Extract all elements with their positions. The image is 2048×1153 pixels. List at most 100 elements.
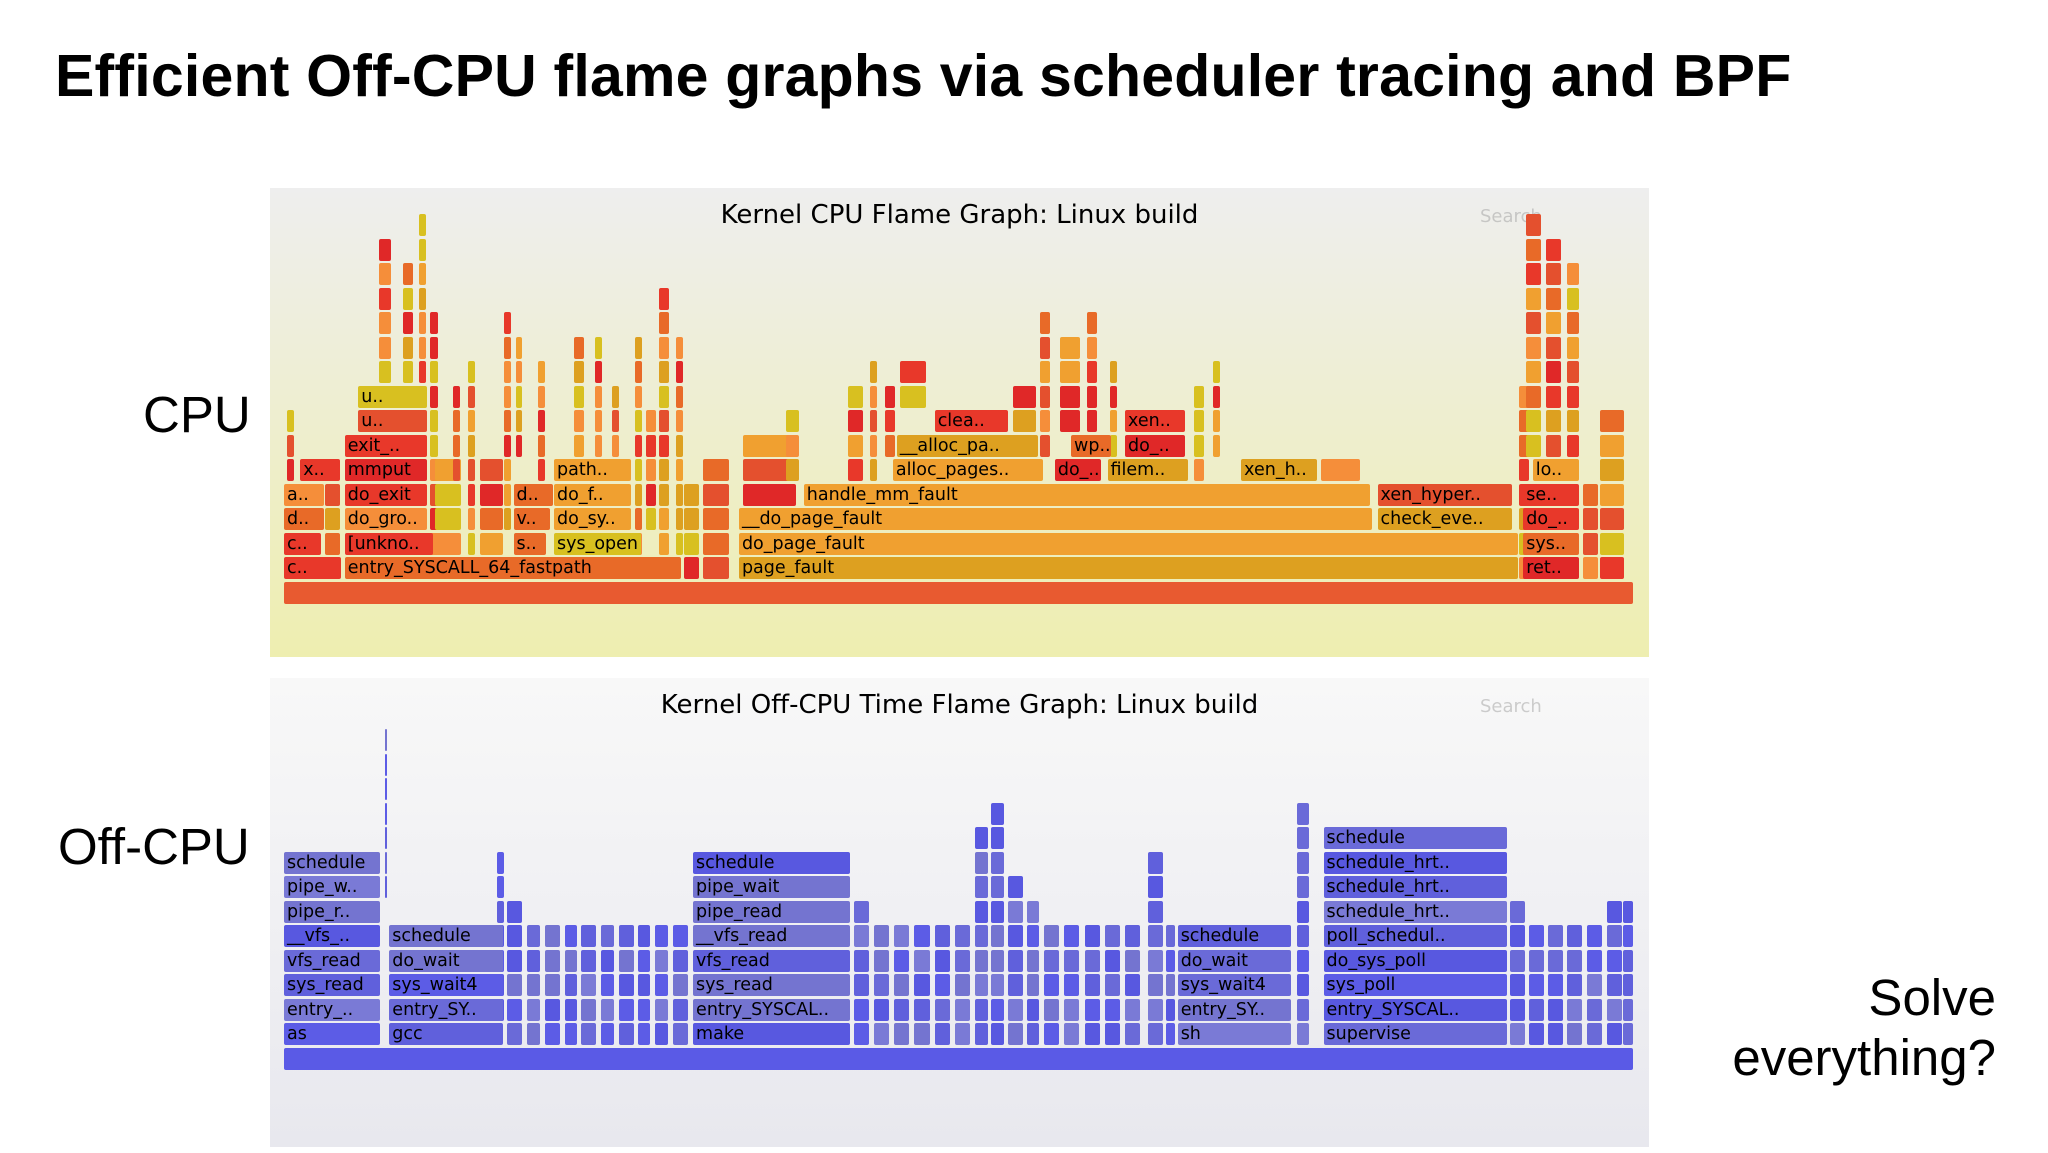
stack-frame[interactable] (954, 949, 971, 972)
stack-frame[interactable] (402, 361, 413, 383)
stack-frame[interactable]: as (284, 1023, 381, 1045)
stack-frame[interactable] (1087, 361, 1098, 383)
stack-frame[interactable] (975, 998, 988, 1021)
stack-frame[interactable] (581, 974, 597, 996)
stack-frame[interactable] (1007, 1023, 1023, 1045)
stack-frame[interactable] (954, 998, 971, 1021)
stack-frame[interactable] (1623, 974, 1633, 996)
stack-frame[interactable] (1547, 1023, 1563, 1045)
stack-frame[interactable] (1044, 998, 1060, 1021)
stack-frame[interactable] (659, 434, 670, 457)
stack-frame[interactable] (1212, 410, 1220, 432)
stack-frame[interactable] (385, 802, 388, 825)
stack-frame[interactable] (702, 532, 729, 555)
stack-frame[interactable] (991, 851, 1004, 874)
stack-frame[interactable] (1104, 949, 1120, 972)
stack-frame[interactable] (1509, 925, 1525, 947)
stack-frame[interactable] (1623, 998, 1633, 1021)
stack-frame[interactable]: pipe_w.. (284, 876, 381, 898)
stack-frame[interactable] (934, 949, 950, 972)
stack-frame[interactable] (1026, 974, 1039, 996)
stack-frame[interactable] (1007, 998, 1023, 1021)
stack-frame[interactable] (1296, 851, 1309, 874)
stack-frame[interactable] (537, 434, 545, 457)
stack-frame[interactable] (1509, 900, 1525, 923)
stack-frame[interactable] (504, 508, 512, 530)
stack-frame[interactable] (544, 974, 560, 996)
stack-frame[interactable] (655, 974, 668, 996)
stack-frame[interactable] (934, 974, 950, 996)
stack-frame[interactable] (1547, 974, 1563, 996)
stack-frame[interactable] (873, 998, 890, 1021)
stack-frame[interactable] (975, 827, 988, 849)
stack-frame[interactable] (286, 459, 294, 481)
stack-frame[interactable] (581, 998, 597, 1021)
stack-frame[interactable] (675, 385, 683, 408)
stack-frame[interactable] (506, 974, 522, 996)
stack-frame[interactable] (1104, 925, 1120, 947)
stack-frame[interactable] (786, 459, 799, 481)
stack-frame[interactable] (1212, 434, 1220, 457)
stack-frame[interactable] (544, 998, 560, 1021)
stack-frame[interactable] (848, 410, 864, 432)
stack-frame[interactable] (645, 483, 656, 506)
stack-frame[interactable] (1040, 434, 1050, 457)
stack-frame[interactable] (516, 361, 522, 383)
stack-frame[interactable] (1007, 974, 1023, 996)
stack-frame[interactable] (1044, 1023, 1060, 1045)
stack-frame[interactable] (635, 336, 643, 359)
stack-frame[interactable] (378, 263, 391, 285)
stack-frame[interactable] (1566, 361, 1579, 383)
stack-frame[interactable] (1582, 557, 1598, 579)
stack-frame[interactable]: sys_wait4 (389, 974, 504, 996)
stack-frame[interactable] (659, 287, 670, 310)
stack-frame[interactable] (1623, 900, 1633, 923)
stack-frame[interactable]: do_gro.. (344, 508, 428, 530)
stack-frame[interactable] (378, 361, 391, 383)
stack-frame[interactable] (645, 410, 656, 432)
stack-frame[interactable] (743, 459, 796, 481)
stack-frame[interactable] (675, 459, 683, 481)
stack-frame[interactable] (1586, 998, 1602, 1021)
stack-frame[interactable] (601, 925, 614, 947)
stack-frame[interactable] (1193, 434, 1204, 457)
stack-frame[interactable] (324, 483, 340, 506)
stack-frame[interactable] (1546, 410, 1562, 432)
stack-frame[interactable] (1296, 900, 1309, 923)
stack-frame[interactable] (635, 434, 643, 457)
stack-frame[interactable] (467, 361, 475, 383)
stack-frame[interactable] (1296, 949, 1309, 972)
stack-frame[interactable] (1084, 974, 1100, 996)
stack-frame[interactable] (1320, 459, 1361, 481)
stack-frame[interactable] (419, 336, 427, 359)
stack-frame[interactable]: entry_SY.. (389, 998, 504, 1021)
stack-frame[interactable] (1165, 925, 1176, 947)
stack-frame[interactable]: sys.. (1523, 532, 1579, 555)
stack-frame[interactable] (975, 876, 988, 898)
stack-frame[interactable]: page_fault (738, 557, 1519, 579)
stack-frame[interactable] (1528, 974, 1544, 996)
stack-frame[interactable] (914, 925, 930, 947)
stack-frame[interactable] (1148, 925, 1164, 947)
stack-frame[interactable] (873, 1023, 890, 1045)
stack-frame[interactable] (564, 998, 578, 1021)
stack-frame[interactable] (564, 949, 578, 972)
stack-frame[interactable] (1007, 949, 1023, 972)
stack-frame[interactable] (479, 508, 504, 530)
stack-frame[interactable] (743, 483, 796, 506)
stack-frame[interactable] (635, 508, 643, 530)
stack-frame[interactable] (1526, 214, 1542, 236)
stack-frame[interactable] (1148, 949, 1164, 972)
stack-frame[interactable]: xen_hyper.. (1377, 483, 1512, 506)
stack-frame[interactable] (1104, 974, 1120, 996)
stack-frame[interactable] (1509, 949, 1525, 972)
stack-frame[interactable] (504, 434, 512, 457)
stack-frame[interactable] (869, 361, 877, 383)
stack-frame[interactable] (1526, 385, 1542, 408)
stack-frame[interactable] (506, 925, 522, 947)
stack-frame[interactable] (537, 410, 545, 432)
stack-frame[interactable]: do_page_fault (738, 532, 1519, 555)
stack-frame[interactable] (702, 483, 729, 506)
stack-frame[interactable] (504, 459, 512, 481)
stack-frame[interactable]: x.. (300, 459, 340, 481)
